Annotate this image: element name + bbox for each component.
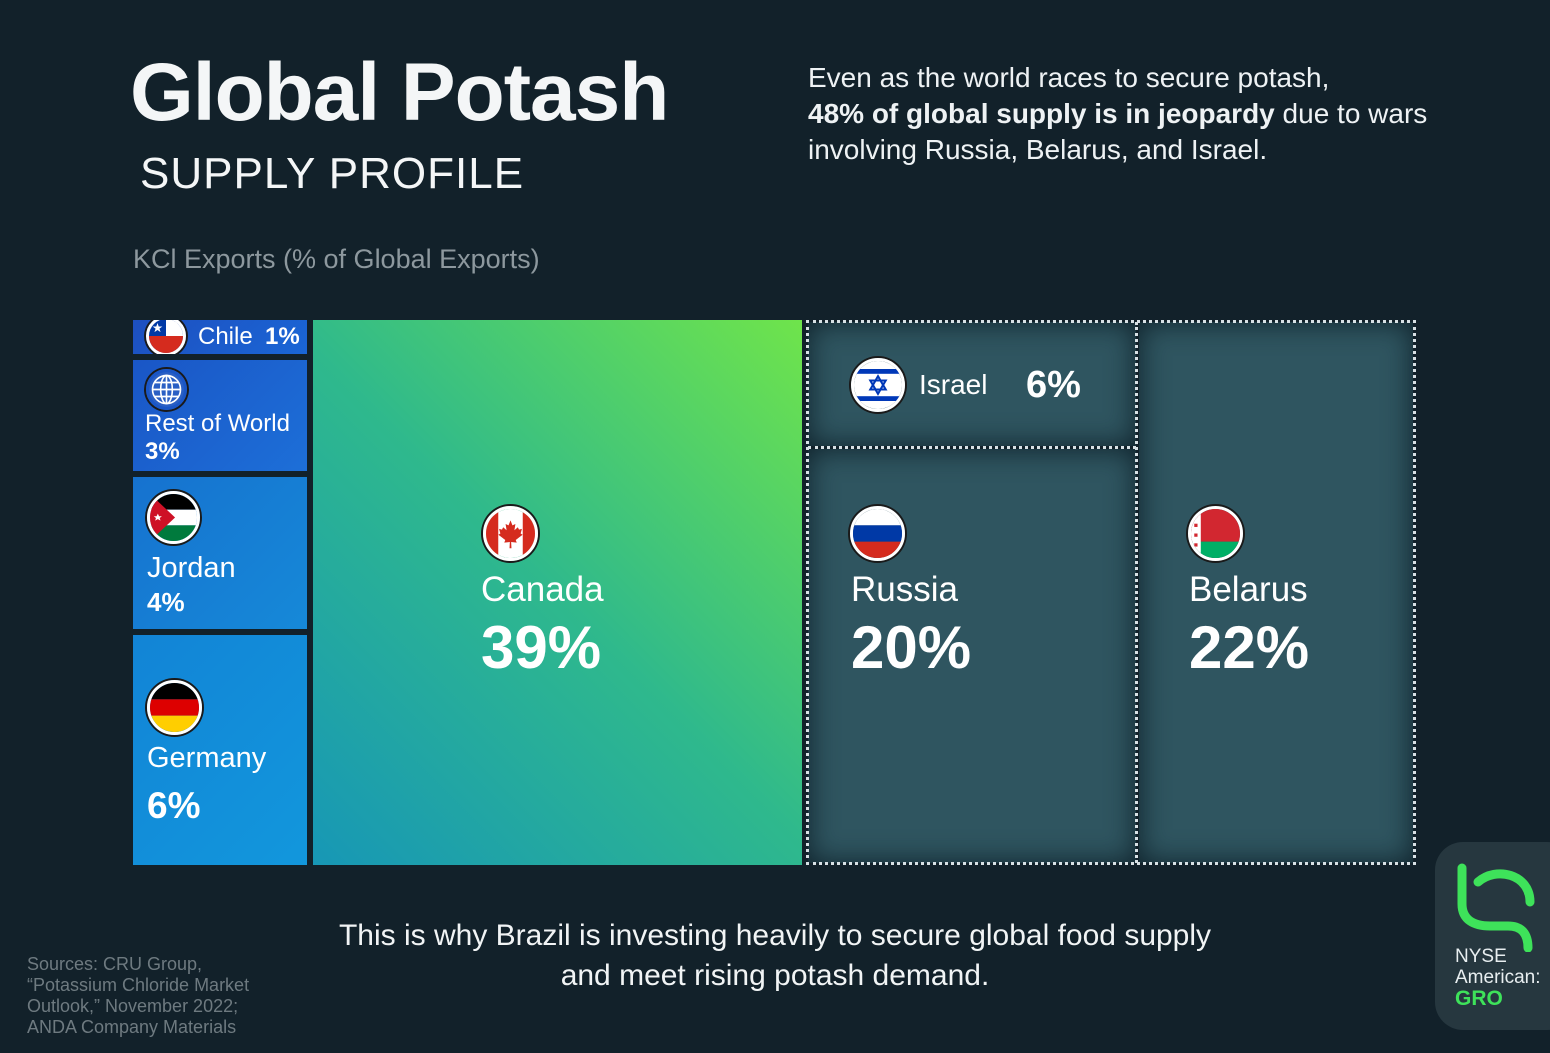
intro-text: Even as the world races to secure potash… [808,60,1468,168]
tile-canada: Canada 39% [313,320,802,865]
canada-value: 39% [481,614,602,681]
jordan-value: 4% [147,587,185,617]
chile-flag-icon [146,320,186,354]
tile-israel: Israel 6% [808,322,1136,446]
russia-value: 20% [851,614,972,681]
israel-flag-icon [851,358,905,412]
tile-rest-of-world: Rest of World 3% [133,360,307,471]
logo-exchange-line-2: American: [1455,967,1541,988]
germany-flag-icon [147,680,202,735]
page-title: Global Potash [130,47,669,138]
germany-label: Germany [147,742,267,774]
russia-label: Russia [851,570,958,609]
at-risk-divider-horizontal [808,446,1136,449]
footer-message: This is why Brazil is investing heavily … [260,916,1290,996]
canada-flag-icon [483,506,538,561]
tile-chile: Chile 1% [133,320,307,354]
jordan-flag-icon [147,491,200,544]
page-subtitle: SUPPLY PROFILE [140,149,525,198]
chart-value-label: KCl Exports (% of Global Exports) [133,244,540,274]
tile-belarus: Belarus 22% [1139,322,1413,863]
globe-icon [146,369,187,410]
logo-ticker: GRO [1455,987,1503,1010]
intro-part-1: Even as the world races to secure potash… [808,62,1330,93]
footer-line-1: This is why Brazil is investing heavily … [338,919,1212,952]
sources-line-1: Sources: CRU Group, [27,954,203,974]
belarus-flag-icon [1188,506,1243,561]
belarus-label: Belarus [1189,570,1308,609]
sources-line-4: ANDA Company Materials [27,1017,237,1037]
footer-line-2: and meet rising potash demand. [560,959,990,992]
israel-value: 6% [1026,364,1081,406]
chile-label: Chile [198,323,253,350]
rest-of-world-value: 3% [145,438,180,465]
germany-value: 6% [147,785,201,826]
logo-exchange-line-1: NYSE [1455,946,1507,967]
belarus-value: 22% [1189,614,1310,681]
intro-part-2: due to wars involving Russia, Belarus, a… [808,98,1428,165]
tile-jordan: Jordan 4% [133,477,307,629]
canada-label: Canada [481,570,604,609]
chile-value: 1% [265,323,300,350]
tile-russia: Russia 20% [808,449,1136,863]
sources-line-3: Outlook,” November 2022; [27,996,239,1016]
at-risk-divider-vertical [1135,322,1138,863]
sources-line-2: “Potassium Chloride Market [27,975,250,995]
tile-germany: Germany 6% [133,635,307,865]
sources-note: Sources: CRU Group, “Potassium Chloride … [27,954,317,1038]
at-risk-group-outline [806,320,1416,865]
rest-of-world-label: Rest of World [145,410,290,437]
russia-flag-icon [850,506,905,561]
intro-highlight: 48% of global supply is in jeopardy [808,98,1275,129]
jordan-label: Jordan [147,552,236,584]
gro-leaf-logo-icon [1457,863,1535,952]
israel-label: Israel [919,369,988,400]
